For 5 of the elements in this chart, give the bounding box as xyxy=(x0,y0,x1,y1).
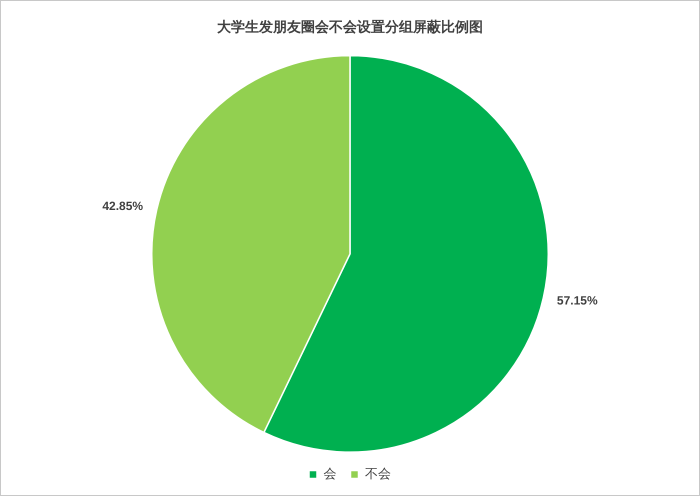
legend-label: 会 xyxy=(324,466,336,482)
data-label: 42.85% xyxy=(102,198,144,213)
data-label: 57.15% xyxy=(556,293,598,308)
chart-title: 大学生发朋友圈会不会设置分组屏蔽比例图 xyxy=(217,18,483,34)
legend-label: 不会 xyxy=(365,466,391,482)
